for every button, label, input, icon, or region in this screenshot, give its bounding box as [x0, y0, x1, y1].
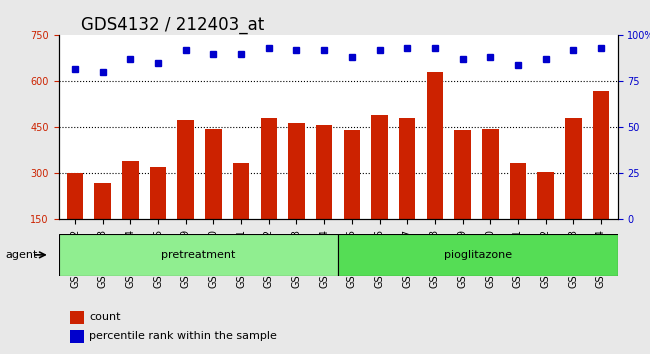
Text: percentile rank within the sample: percentile rank within the sample	[89, 331, 277, 341]
Text: agent: agent	[6, 250, 38, 260]
Bar	[399, 118, 415, 266]
Bar	[288, 123, 305, 266]
Bar	[67, 173, 83, 266]
Bar	[316, 125, 332, 266]
Text: pioglitazone: pioglitazone	[444, 250, 512, 260]
Bar	[122, 161, 138, 266]
Bar	[538, 172, 554, 266]
Bar	[261, 118, 277, 266]
Bar	[482, 129, 499, 266]
Text: pretreatment: pretreatment	[161, 250, 235, 260]
FancyBboxPatch shape	[338, 234, 618, 276]
Bar	[205, 129, 222, 266]
Bar	[565, 118, 582, 266]
Bar	[70, 311, 84, 324]
Text: count: count	[89, 312, 121, 322]
Bar	[510, 163, 526, 266]
Bar	[177, 120, 194, 266]
Bar	[426, 72, 443, 266]
Bar	[233, 163, 250, 266]
Bar	[593, 91, 609, 266]
Bar	[344, 130, 360, 266]
Bar	[150, 167, 166, 266]
Bar	[371, 115, 388, 266]
Text: GDS4132 / 212403_at: GDS4132 / 212403_at	[81, 16, 264, 34]
FancyBboxPatch shape	[58, 234, 338, 276]
Bar	[454, 130, 471, 266]
Bar	[70, 330, 84, 343]
Bar	[94, 183, 111, 266]
